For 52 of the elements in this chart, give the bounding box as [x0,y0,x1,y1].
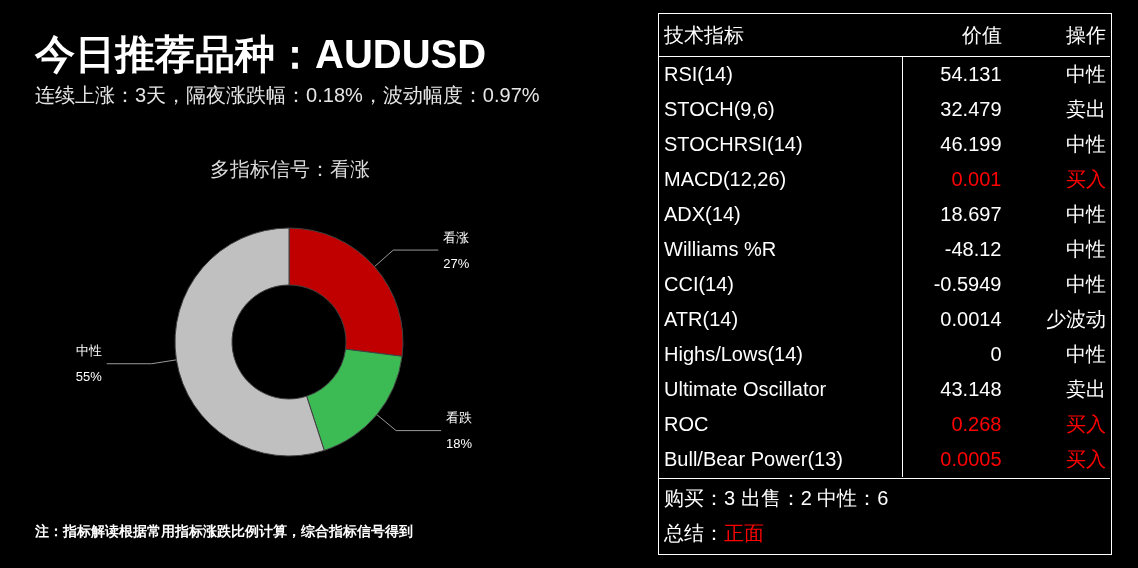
category-label: 少波动 [1045,308,1106,330]
data-label: 18% [446,436,473,452]
category-label: 买入 [1065,168,1106,190]
category-label: RSI(14) [664,62,733,87]
category-label: 中性 [1065,133,1106,155]
text: 正面 [724,522,764,544]
slice-label: 中性 [75,343,102,359]
text: 价值 [961,23,1002,48]
category-label: 中性 [1065,63,1106,85]
category-label: 中性 [1065,273,1106,295]
data-label: 18.697 [940,202,1002,227]
category-label: 中性 [1065,203,1106,225]
text: 注：指标解读根据常用指标涨跌比例计算，综合指标信号得到 [35,522,413,541]
data-label: 0.001 [951,167,1002,192]
category-label: MACD(12,26) [664,167,787,192]
slice-label: 看涨 [443,229,470,245]
category-label: STOCH(9,6) [664,97,775,122]
data-label: 43.148 [940,377,1002,402]
data-label: -0.5949 [933,272,1002,297]
text: 购买：3 出售：2 中性：6 [664,486,889,511]
category-label: 中性 [1065,343,1106,365]
data-label: 55% [75,369,103,385]
category-label: Ultimate Oscillator [664,377,827,402]
category-label: 中性 [1065,238,1106,260]
text: 连续上涨：3天，隔夜涨跌幅：0.18%，波动幅度：0.97% [35,83,541,108]
text: 今日推荐品种：AUDUSD [35,31,488,78]
data-label: 0 [990,342,1002,367]
category-label: 卖出 [1065,98,1106,120]
data-label: 54.131 [940,62,1002,87]
text: 技术指标 [664,23,744,48]
chart-title: 多指标信号：看涨 [210,158,370,180]
text: 操作 [1065,23,1106,48]
category-label: 卖出 [1065,378,1106,400]
text: 总结： [664,522,724,544]
slice-label: 看跌 [446,410,473,426]
category-label: ADX(14) [664,202,741,227]
category-label: ATR(14) [664,307,739,332]
data-label: 0.0014 [940,307,1002,332]
category-label: ROC [664,412,709,437]
category-label: Williams %R [664,237,777,262]
data-label: -48.12 [944,237,1002,262]
data-label: 0.268 [951,412,1002,437]
category-label: 买入 [1065,448,1106,470]
category-label: CCI(14) [664,272,735,297]
category-label: 买入 [1065,413,1106,435]
category-label: STOCHRSI(14) [664,132,803,157]
data-label: 46.199 [940,132,1002,157]
data-label: 27% [443,255,470,271]
data-label: 32.479 [940,97,1002,122]
category-label: Highs/Lows(14) [664,342,803,367]
data-label: 0.0005 [940,447,1002,472]
category-label: Bull/Bear Power(13) [664,447,843,472]
